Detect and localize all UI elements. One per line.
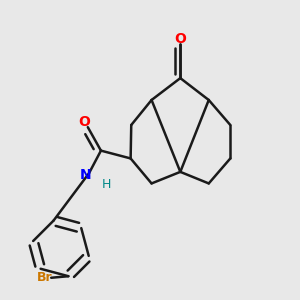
Text: H: H bbox=[102, 178, 111, 191]
Text: Br: Br bbox=[37, 271, 53, 284]
Text: N: N bbox=[80, 168, 92, 182]
Text: O: O bbox=[174, 32, 186, 46]
Text: O: O bbox=[78, 115, 90, 129]
